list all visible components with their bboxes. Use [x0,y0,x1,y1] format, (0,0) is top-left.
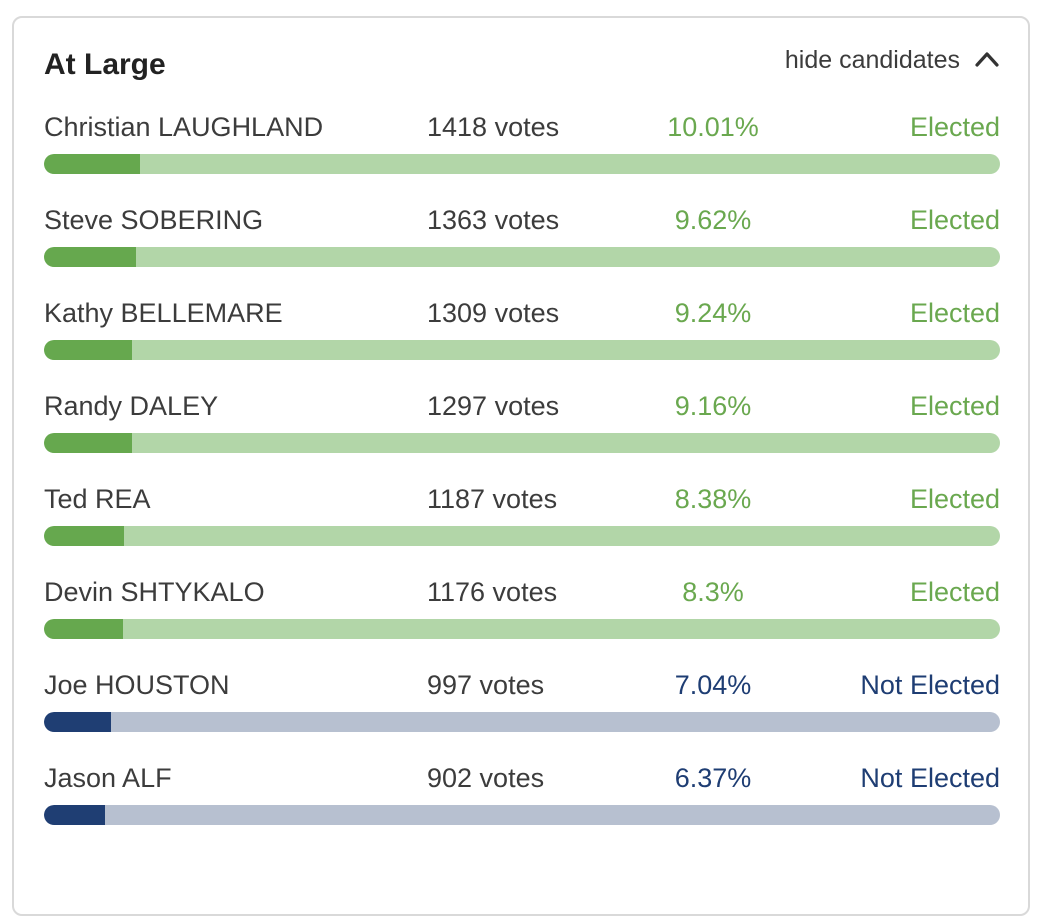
candidate-row: Jason ALF 902 votes 6.37% Not Elected [44,761,1000,841]
section-title: At Large [44,48,166,81]
vote-share-fill [44,340,133,360]
candidate-name: Kathy BELLEMARE [44,298,283,328]
vote-share-bar [44,154,1000,174]
toggle-label: hide candidates [784,46,960,74]
candidate-votes: 997 votes [427,670,545,700]
vote-share-fill [44,712,112,732]
candidate-status: Elected [909,205,1000,235]
candidate-name: Randy DALEY [44,391,219,421]
vote-share-bar [44,526,1000,546]
candidate-status: Elected [909,391,1000,421]
candidate-percent: 8.38% [674,484,752,514]
candidate-status: Elected [909,484,1000,514]
candidate-percent: 6.37% [674,763,752,793]
candidate-status: Elected [909,298,1000,328]
vote-share-fill [44,433,132,453]
candidate-votes: 902 votes [427,763,545,793]
candidate-name: Ted REA [44,484,151,514]
candidate-votes: 1363 votes [427,205,560,235]
vote-share-bar [44,712,1000,732]
candidate-votes: 1309 votes [427,298,560,328]
vote-share-fill [44,805,105,825]
candidate-row: Devin SHTYKALO 1176 votes 8.3% Elected [44,575,1000,655]
vote-share-bar [44,247,1000,267]
candidate-name: Devin SHTYKALO [44,577,265,607]
candidate-name: Steve SOBERING [44,205,264,235]
candidate-row: Kathy BELLEMARE 1309 votes 9.24% Elected [44,296,1000,376]
candidate-percent: 7.04% [674,670,752,700]
chevron-up-icon [974,46,1000,75]
candidate-row: Joe HOUSTON 997 votes 7.04% Not Elected [44,668,1000,748]
candidate-status: Elected [909,577,1000,607]
candidate-percent: 10.01% [667,112,759,142]
vote-share-bar [44,805,1000,825]
candidate-percent: 9.24% [674,298,752,328]
vote-share-fill [44,619,124,639]
candidate-percent: 9.62% [674,205,752,235]
vote-share-fill [44,526,125,546]
candidate-percent: 9.16% [674,391,752,421]
vote-share-bar [44,433,1000,453]
candidate-name: Jason ALF [44,763,172,793]
candidate-status: Not Elected [860,763,1000,793]
candidate-votes: 1297 votes [427,391,560,421]
candidate-row: Randy DALEY 1297 votes 9.16% Elected [44,389,1000,469]
candidate-status: Elected [909,112,1000,142]
candidate-votes: 1176 votes [427,577,558,607]
candidate-row: Ted REA 1187 votes 8.38% Elected [44,482,1000,562]
candidate-votes: 1187 votes [427,484,558,514]
candidate-votes: 1418 votes [427,112,560,142]
candidate-row: Christian LAUGHLAND 1418 votes 10.01% El… [44,110,1000,190]
vote-share-fill [44,247,136,267]
vote-share-fill [44,154,140,174]
vote-share-bar [44,340,1000,360]
candidate-row: Steve SOBERING 1363 votes 9.62% Elected [44,203,1000,283]
candidate-percent: 8.3% [682,577,744,607]
hide-candidates-toggle[interactable]: hide candidates [785,46,1000,75]
candidate-name: Joe HOUSTON [44,670,230,700]
vote-share-bar [44,619,1000,639]
candidate-name: Christian LAUGHLAND [44,112,324,142]
candidate-status: Not Elected [860,670,1000,700]
